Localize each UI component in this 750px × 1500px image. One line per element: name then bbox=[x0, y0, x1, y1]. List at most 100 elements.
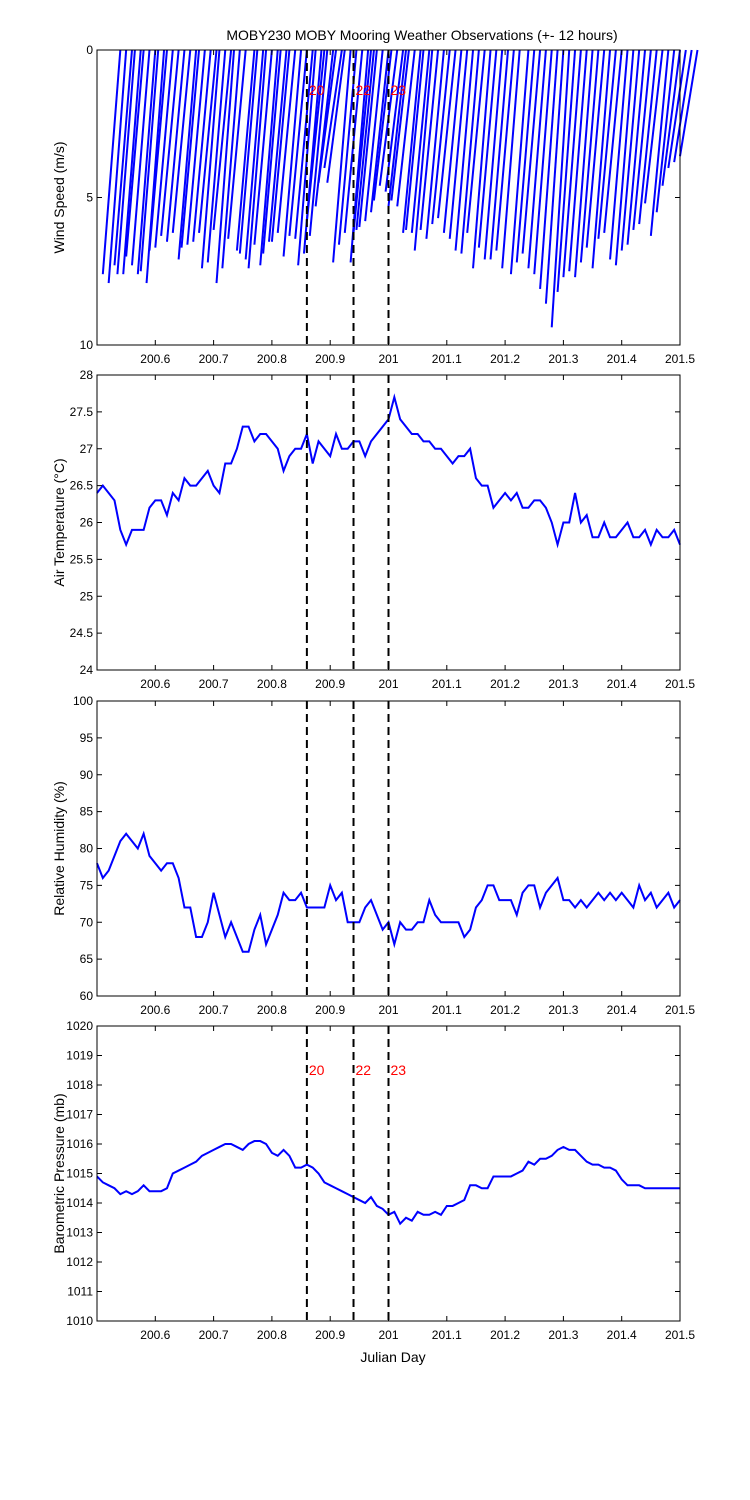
wind-stick bbox=[568, 49, 588, 272]
y-tick-label: 80 bbox=[80, 842, 94, 856]
wind-stick bbox=[419, 49, 440, 231]
x-tick-label: 200.9 bbox=[315, 1003, 345, 1017]
wind-stick bbox=[574, 49, 594, 278]
y-tick-label: 60 bbox=[80, 989, 94, 1003]
x-tick-label: 201.2 bbox=[490, 352, 520, 366]
y-tick-label: 24 bbox=[80, 663, 94, 677]
wind-stick bbox=[644, 49, 664, 204]
x-tick-label: 201.1 bbox=[432, 1003, 462, 1017]
marker-label: 23 bbox=[391, 82, 407, 98]
x-tick-label: 201.4 bbox=[607, 677, 637, 691]
wind-stick bbox=[620, 49, 641, 251]
wind-stick bbox=[431, 49, 451, 225]
y-tick-label: 27.5 bbox=[70, 405, 94, 419]
x-tick-label: 201.1 bbox=[432, 1328, 462, 1342]
wind-stick bbox=[200, 49, 221, 269]
wind-stick bbox=[282, 49, 303, 257]
x-tick-label: 200.6 bbox=[140, 1328, 170, 1342]
wind-stick bbox=[483, 49, 504, 260]
y-tick-label: 10 bbox=[80, 338, 94, 352]
wind-stick bbox=[130, 49, 151, 266]
y-tick-label: 70 bbox=[80, 915, 94, 929]
wind-stick bbox=[667, 49, 687, 169]
wind-stick bbox=[402, 49, 422, 233]
marker-label: 23 bbox=[391, 1062, 407, 1078]
wind-stick bbox=[425, 49, 445, 239]
x-tick-label: 201.2 bbox=[490, 1328, 520, 1342]
x-tick-label: 201.3 bbox=[548, 677, 578, 691]
wind-stick bbox=[288, 49, 308, 236]
wind-stick bbox=[609, 49, 629, 260]
wind-stick bbox=[591, 49, 612, 269]
y-tick-label: 1010 bbox=[66, 1314, 93, 1328]
wind-stick bbox=[136, 49, 157, 275]
wind-stick bbox=[171, 49, 192, 233]
x-tick-label: 201.4 bbox=[607, 1003, 637, 1017]
wind-stick bbox=[259, 49, 279, 266]
wind-stick bbox=[180, 49, 201, 248]
wind-stick bbox=[192, 49, 212, 242]
wind-stick bbox=[355, 49, 375, 231]
x-tick-label: 200.6 bbox=[140, 677, 170, 691]
wind-stick bbox=[177, 49, 198, 260]
wind-stick bbox=[227, 49, 247, 239]
y-axis-label: Air Temperature (°C) bbox=[51, 458, 67, 586]
wind-stick bbox=[472, 49, 492, 269]
wind-stick bbox=[198, 49, 218, 233]
wind-stick bbox=[404, 49, 425, 231]
wind-stick bbox=[212, 49, 233, 231]
wind-stick bbox=[638, 49, 658, 225]
wind-stick bbox=[597, 49, 617, 239]
y-tick-label: 26 bbox=[80, 516, 94, 530]
pressure-panel: 20 22 23 1010 1011 1012 1013 1014 1015 1016 1017 10… bbox=[51, 1019, 695, 1342]
x-tick-label: 201.1 bbox=[432, 677, 462, 691]
marker-label: 20 bbox=[309, 82, 325, 98]
wind-stick bbox=[270, 49, 291, 242]
wind-stick bbox=[515, 49, 536, 263]
x-tick-label: 200.9 bbox=[315, 677, 345, 691]
x-tick-label: 200.7 bbox=[199, 677, 229, 691]
wind-stick bbox=[160, 49, 180, 236]
y-tick-label: 1019 bbox=[66, 1049, 93, 1063]
x-tick-label: 200.7 bbox=[199, 1003, 229, 1017]
wind-stick bbox=[396, 49, 416, 207]
y-tick-label: 1017 bbox=[66, 1108, 93, 1122]
air_temp-panel: 24 24.5 25 25.5 26 26.5 27 27.5 28 200.6 200.7 200.… bbox=[51, 368, 695, 691]
wind-stick bbox=[308, 49, 329, 236]
wind-stick bbox=[358, 49, 378, 228]
x-tick-label: 200.9 bbox=[315, 1328, 345, 1342]
wind-stick bbox=[323, 49, 343, 169]
wind-stick bbox=[186, 49, 206, 245]
x-tick-label: 201 bbox=[378, 677, 398, 691]
x-axis-label: Julian Day bbox=[360, 1349, 425, 1365]
x-tick-label: 201.5 bbox=[665, 677, 695, 691]
x-tick-label: 201.2 bbox=[490, 677, 520, 691]
wind-panel: 20 22 23 0 5 10 200.6 200.7 200.8 200.9 201 201.1 20… bbox=[51, 43, 699, 366]
wind-stick bbox=[148, 49, 168, 251]
wind-stick bbox=[649, 49, 670, 236]
wind-stick bbox=[556, 49, 577, 292]
x-tick-label: 201.4 bbox=[607, 1328, 637, 1342]
x-tick-label: 201.5 bbox=[665, 1003, 695, 1017]
wind-stick bbox=[165, 49, 186, 242]
y-tick-label: 1018 bbox=[66, 1078, 93, 1092]
y-axis-label: Barometric Pressure (mb) bbox=[51, 1093, 67, 1253]
x-tick-label: 200.7 bbox=[199, 1328, 229, 1342]
wind-stick bbox=[364, 49, 384, 222]
wind-stick bbox=[454, 49, 475, 251]
wind-stick bbox=[387, 49, 407, 207]
wind-stick bbox=[107, 49, 128, 284]
y-axis-label: Wind Speed (m/s) bbox=[51, 141, 67, 253]
wind-stick bbox=[495, 49, 515, 251]
wind-stick bbox=[466, 49, 486, 233]
x-tick-label: 201.5 bbox=[665, 1328, 695, 1342]
figure-title: MOBY230 MOBY Mooring Weather Observation… bbox=[226, 27, 617, 43]
x-tick-label: 201.3 bbox=[548, 352, 578, 366]
x-tick-label: 200.6 bbox=[140, 352, 170, 366]
x-tick-label: 201 bbox=[378, 352, 398, 366]
wind-stick bbox=[122, 49, 142, 275]
wind-stick bbox=[221, 49, 241, 269]
wind-stick bbox=[614, 49, 635, 266]
